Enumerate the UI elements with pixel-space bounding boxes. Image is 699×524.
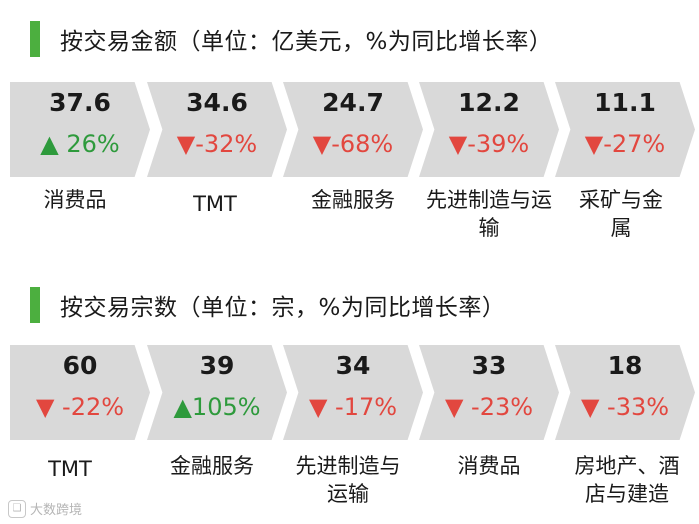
category-label: 采矿与金属 <box>579 188 663 240</box>
arrow-down-icon: ▼ <box>444 393 464 421</box>
chevron-card: 37.6 ▲ 26% <box>10 82 150 177</box>
chevron-card: 60 ▼ -22% <box>10 345 150 440</box>
arrow-down-icon: ▼ <box>448 130 468 158</box>
category-label: 先进制造与运输 <box>295 454 401 506</box>
metric-value: 37.6 <box>49 88 111 117</box>
chevron-card: 39 ▲105% <box>147 345 287 440</box>
metric-value: 34.6 <box>186 88 248 117</box>
category-label: 金融服务 <box>170 454 254 478</box>
arrow-down-icon: ▼ <box>176 130 196 158</box>
section-title: 按交易金额（单位：亿美元，%为同比增长率） <box>30 21 552 57</box>
metric-value: 12.2 <box>458 88 520 117</box>
growth-rate: ▼ -22% <box>35 393 125 421</box>
category-label: 先进制造与运输 <box>426 188 552 240</box>
growth-rate: ▼ -17% <box>308 393 398 421</box>
section-title: 按交易宗数（单位：宗，%为同比增长率） <box>30 287 505 323</box>
chevron-card: 18 ▼ -33% <box>555 345 695 440</box>
category-label: 金融服务 <box>311 188 395 212</box>
metric-value: 39 <box>199 351 235 380</box>
category-label: TMT <box>193 192 237 216</box>
chevron-card: 33 ▼ -23% <box>419 345 559 440</box>
metric-value: 60 <box>62 351 98 380</box>
growth-rate: ▲ 26% <box>40 130 120 158</box>
category-label: 消费品 <box>457 454 521 478</box>
section-title-text: 按交易宗数（单位：宗，%为同比增长率） <box>60 295 506 321</box>
growth-rate: ▼-39% <box>448 130 530 158</box>
chevron-card: 11.1 ▼-27% <box>555 82 695 177</box>
watermark-text: 大数跨境 <box>30 503 83 518</box>
metric-value: 24.7 <box>322 88 384 117</box>
category-label: 房地产、酒店与建造 <box>574 454 680 506</box>
metric-value: 33 <box>471 351 507 380</box>
title-accent-bar <box>30 287 40 323</box>
metric-value: 34 <box>335 351 371 380</box>
growth-rate: ▼-27% <box>584 130 666 158</box>
growth-rate: ▼ -33% <box>580 393 670 421</box>
arrow-up-icon: ▲ <box>40 130 59 158</box>
arrow-down-icon: ▼ <box>584 130 604 158</box>
arrow-up-icon: ▲ <box>173 393 192 421</box>
growth-rate: ▼-32% <box>176 130 258 158</box>
title-accent-bar <box>30 21 40 57</box>
metric-value: 18 <box>607 351 643 380</box>
growth-rate: ▲105% <box>173 393 261 421</box>
chevron-card: 24.7 ▼-68% <box>283 82 423 177</box>
watermark: ❑ 大数跨境 <box>8 499 82 518</box>
growth-rate: ▼ -23% <box>444 393 534 421</box>
chevron-card: 34.6 ▼-32% <box>147 82 287 177</box>
chevron-card: 12.2 ▼-39% <box>419 82 559 177</box>
logo-icon: ❑ <box>8 499 26 518</box>
chevron-card: 34 ▼ -17% <box>283 345 423 440</box>
category-label: 消费品 <box>43 188 107 212</box>
arrow-down-icon: ▼ <box>308 393 328 421</box>
metric-value: 11.1 <box>594 88 656 117</box>
arrow-down-icon: ▼ <box>35 393 55 421</box>
category-label: TMT <box>48 457 92 481</box>
arrow-down-icon: ▼ <box>580 393 600 421</box>
section-title-text: 按交易金额（单位：亿美元，%为同比增长率） <box>60 29 553 55</box>
growth-rate: ▼-68% <box>312 130 394 158</box>
arrow-down-icon: ▼ <box>312 130 332 158</box>
